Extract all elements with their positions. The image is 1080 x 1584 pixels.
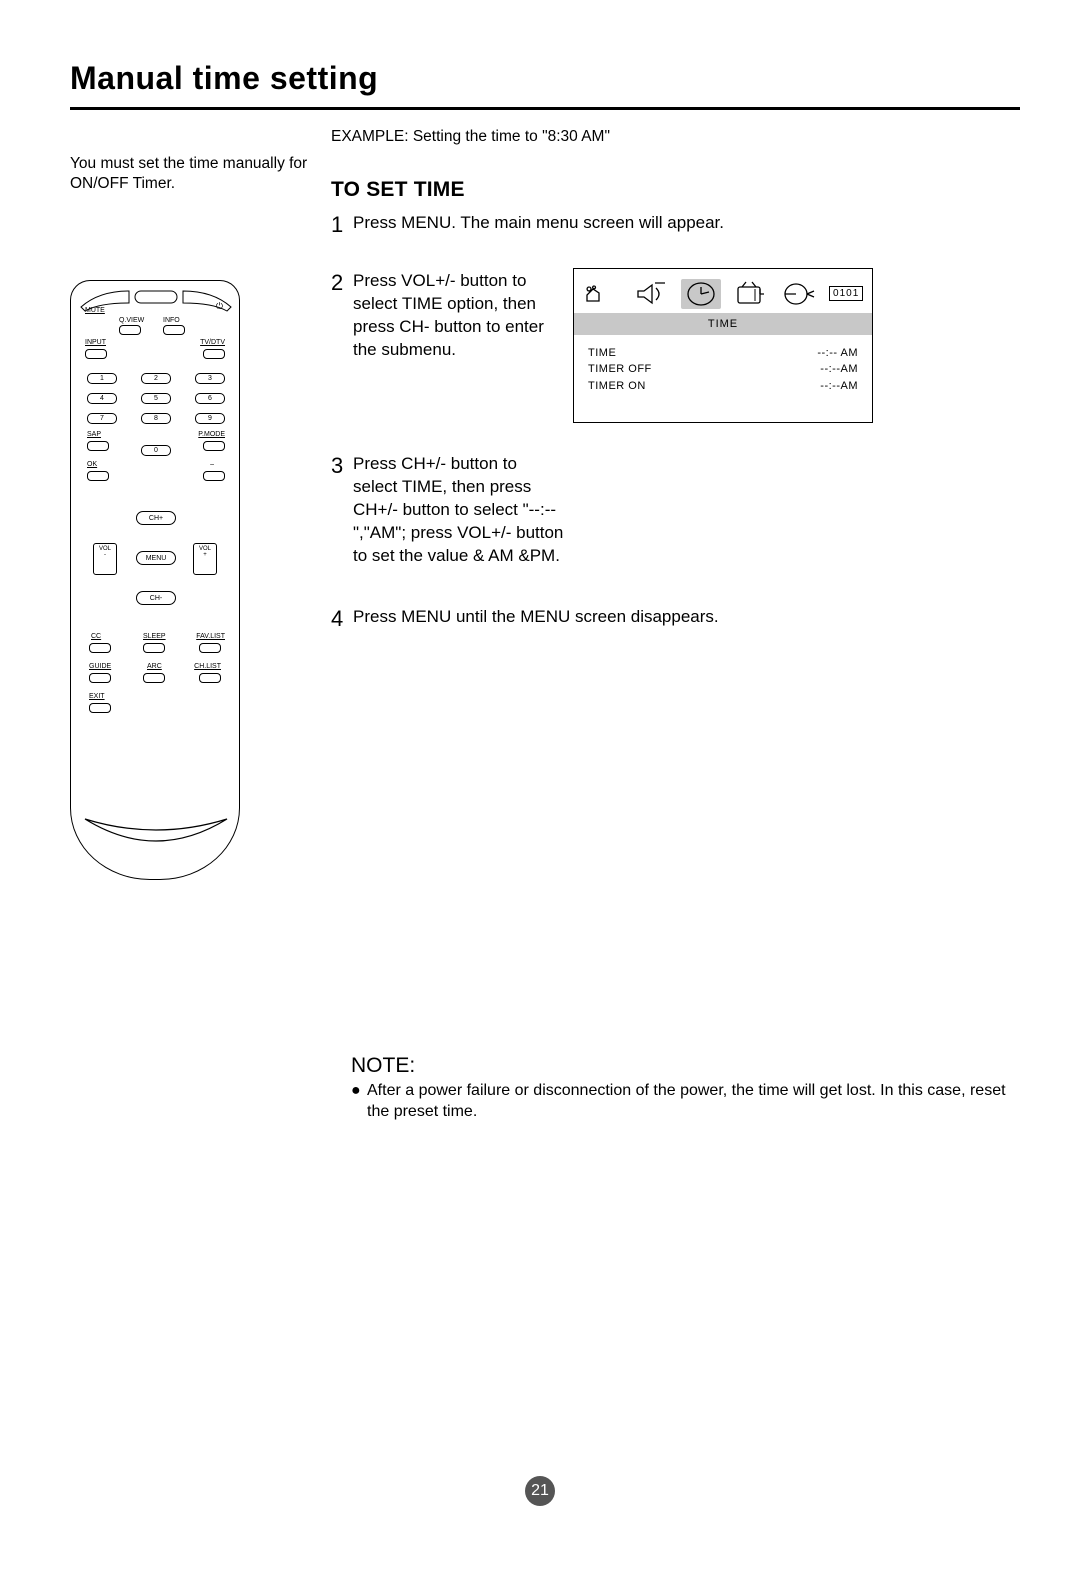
remote-btn-arc (143, 673, 165, 683)
remote-label-ok: OK (87, 461, 97, 468)
remote-btn-exit (89, 703, 111, 713)
remote-digit-3: 3 (195, 373, 225, 384)
remote-label-tvdtv: TV/DTV (200, 339, 225, 346)
remote-label-qview: Q.VIEW (119, 317, 144, 324)
remote-digit-8: 8 (141, 413, 171, 424)
remote-btn-qview (119, 325, 141, 335)
osd-panel: 0101 TIME TIME --:-- AM TIMER OFF --:--A… (573, 268, 873, 424)
note-title: NOTE: (351, 1054, 1020, 1078)
remote-digit-9: 9 (195, 413, 225, 424)
remote-btn-pmode (203, 441, 225, 451)
osd-row-time-value: --:-- AM (817, 345, 858, 362)
remote-btn-input (85, 349, 107, 359)
page-title: Manual time setting (70, 60, 1020, 97)
remote-illustration: MUTE ⏻ Q.VIEW INFO INPUT TV/DTV 1 2 3 4 … (70, 280, 240, 880)
step-3-number: 3 (331, 451, 353, 568)
remote-label-info: INFO (163, 317, 180, 324)
step-1-number: 1 (331, 210, 353, 240)
note-bullet-icon: ● (351, 1080, 367, 1123)
remote-btn-vol-plus: VOL + (193, 543, 217, 575)
title-divider (70, 107, 1020, 110)
step-4: 4 Press MENU until the MENU screen disap… (331, 604, 1020, 634)
remote-label-favlist: FAV.LIST (196, 633, 225, 640)
page-number: 21 (525, 1476, 555, 1506)
remote-label-input: INPUT (85, 339, 106, 346)
remote-digit-0: 0 (141, 445, 171, 456)
remote-label-dash: – (210, 461, 214, 468)
osd-time-icon (681, 279, 721, 309)
remote-bottom-arc (81, 815, 231, 865)
step-2-number: 2 (331, 268, 353, 362)
remote-label-chlist: CH.LIST (194, 663, 221, 670)
step-4-number: 4 (331, 604, 353, 634)
remote-label-sleep: SLEEP (143, 633, 166, 640)
remote-btn-ch-plus: CH+ (136, 511, 176, 525)
osd-row-time: TIME --:-- AM (588, 345, 858, 362)
remote-btn-guide (89, 673, 111, 683)
note-text: After a power failure or disconnection o… (367, 1080, 1020, 1123)
osd-icon-row: 0101 (574, 269, 872, 313)
remote-label-mute: MUTE (85, 307, 105, 314)
example-text: EXAMPLE: Setting the time to "8:30 AM" (331, 128, 1020, 146)
remote-btn-dash (203, 471, 225, 481)
remote-btn-ok (87, 471, 109, 481)
remote-btn-chlist (199, 673, 221, 683)
remote-btn-sap (87, 441, 109, 451)
remote-btn-vol-minus: VOL - (93, 543, 117, 575)
step-3: 3 Press CH+/- button to select TIME, the… (331, 451, 1020, 568)
step-2: 2 Press VOL+/- button to select TIME opt… (331, 268, 565, 362)
subheading-to-set-time: TO SET TIME (331, 178, 1020, 202)
remote-label-exit: EXIT (89, 693, 105, 700)
osd-badge: 0101 (829, 286, 863, 301)
osd-row-timer-off: TIMER OFF --:--AM (588, 361, 858, 378)
osd-row-timer-on: TIMER ON --:--AM (588, 378, 858, 395)
osd-section-title: TIME (574, 313, 872, 335)
intro-text: You must set the time manually for ON/OF… (70, 154, 325, 194)
osd-row-timer-off-label: TIMER OFF (588, 361, 652, 378)
remote-btn-favlist (199, 643, 221, 653)
osd-setup-icon (730, 279, 770, 309)
remote-digit-7: 7 (87, 413, 117, 424)
remote-label-arc: ARC (147, 663, 162, 670)
osd-row-time-label: TIME (588, 345, 616, 362)
note-block: NOTE: ● After a power failure or disconn… (331, 1054, 1020, 1123)
osd-row-timer-off-value: --:--AM (820, 361, 858, 378)
step-2-text: Press VOL+/- button to select TIME optio… (353, 268, 565, 362)
power-icon: ⏻ (216, 301, 223, 312)
remote-digit-1: 1 (87, 373, 117, 384)
osd-lock-icon (780, 279, 820, 309)
step-3-text: Press CH+/- button to select TIME, then … (353, 451, 565, 568)
remote-btn-ch-minus: CH- (136, 591, 176, 605)
remote-label-pmode: P.MODE (198, 431, 225, 438)
remote-btn-menu: MENU (136, 551, 176, 565)
remote-btn-sleep (143, 643, 165, 653)
remote-btn-cc (89, 643, 111, 653)
remote-digit-4: 4 (87, 393, 117, 404)
remote-btn-tvdtv (203, 349, 225, 359)
remote-label-cc: CC (91, 633, 101, 640)
remote-digit-6: 6 (195, 393, 225, 404)
osd-picture-icon (583, 279, 623, 309)
osd-sound-icon (632, 279, 672, 309)
remote-digit-5: 5 (141, 393, 171, 404)
osd-row-timer-on-value: --:--AM (820, 378, 858, 395)
remote-label-sap: SAP (87, 431, 101, 438)
remote-digit-2: 2 (141, 373, 171, 384)
step-1: 1 Press MENU. The main menu screen will … (331, 210, 1020, 240)
step-1-text: Press MENU. The main menu screen will ap… (353, 210, 724, 240)
osd-row-timer-on-label: TIMER ON (588, 378, 646, 395)
remote-label-guide: GUIDE (89, 663, 111, 670)
step-4-text: Press MENU until the MENU screen disappe… (353, 604, 719, 634)
remote-btn-info (163, 325, 185, 335)
